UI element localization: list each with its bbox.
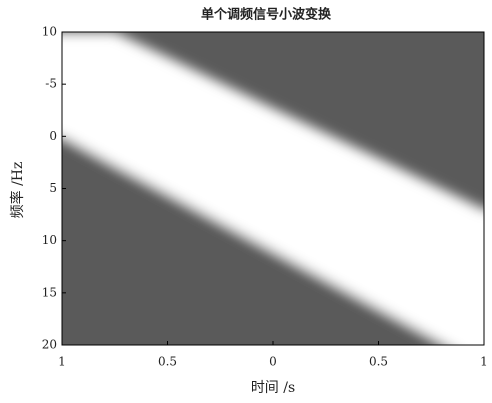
x-tick-label: 1	[58, 355, 66, 369]
y-tick-label: 0	[49, 129, 57, 143]
y-tick-label: 10	[42, 25, 57, 39]
chart: 单个调频信号小波变换 时间 /s 频率 /Hz 1 0.5 0 0.5 1 10 -5 0 5 1…	[0, 0, 492, 403]
y-axis-label: 频率 /Hz	[9, 162, 26, 219]
y-tick-label: 20	[42, 338, 57, 352]
x-tick-label: 0	[269, 355, 277, 369]
y-tick-label: -5	[45, 77, 57, 91]
x-tick-label: 0.5	[369, 355, 388, 369]
chart-title: 单个调频信号小波变换	[201, 7, 332, 23]
x-tick-label: 1	[480, 355, 488, 369]
y-tick-label: 15	[42, 285, 57, 299]
plot-area	[22, 32, 492, 385]
x-tick-label: 0.5	[158, 355, 177, 369]
y-tick-label: 10	[42, 233, 57, 247]
y-tick-label: 5	[49, 181, 57, 195]
x-axis-label: 时间 /s	[251, 380, 295, 396]
